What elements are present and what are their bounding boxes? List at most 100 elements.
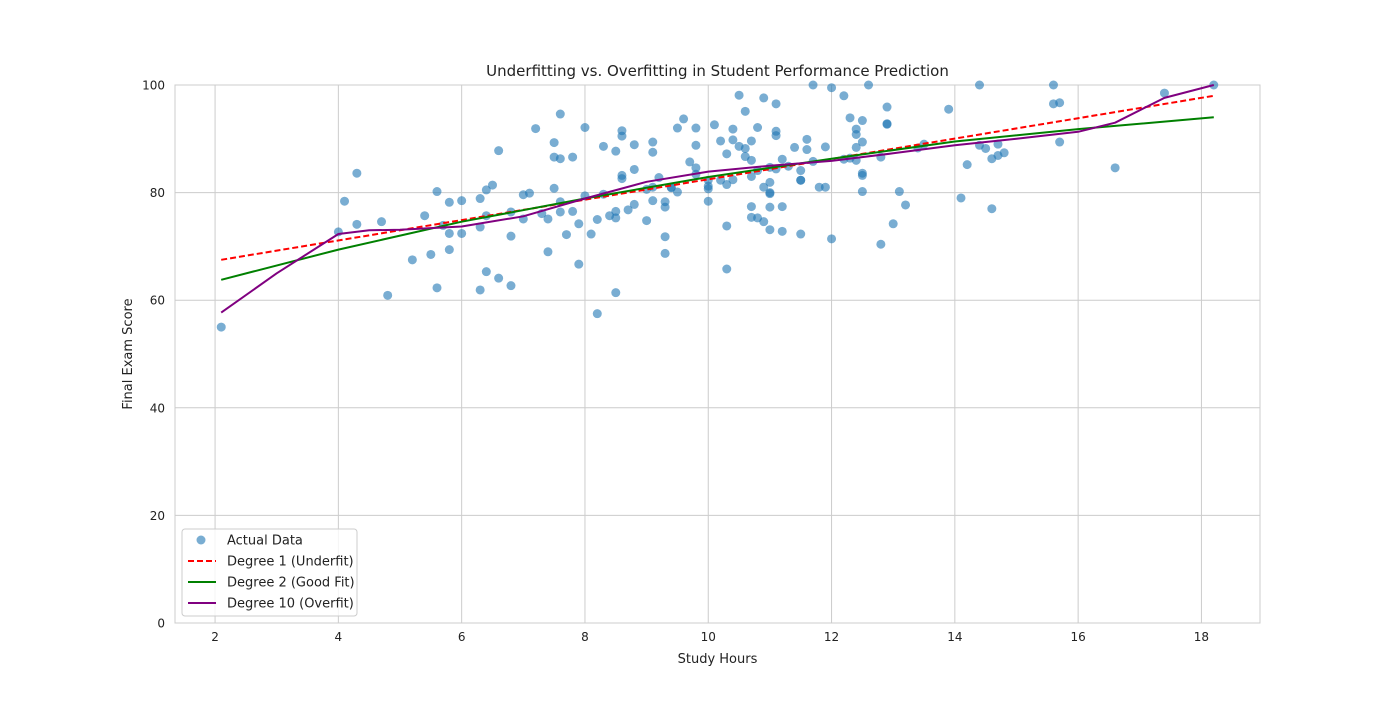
scatter-point [894,187,904,197]
y-tick-label: 80 [150,186,165,200]
scatter-point [839,91,849,101]
scatter-point [611,288,621,298]
scatter-point [648,196,658,206]
scatter-point [592,309,602,319]
scatter-point [962,160,972,170]
scatter-point [660,232,670,242]
scatter-point [975,80,985,90]
x-tick-label: 18 [1194,630,1209,644]
scatter-point [629,164,639,174]
scatter-point [765,225,775,235]
x-axis-ticks: 2 4 6 8 10 12 14 16 18 [211,630,1209,644]
scatter-point [629,199,639,209]
legend: Actual Data Degree 1 (Underfit) Degree 2… [181,528,358,617]
scatter-point [506,231,516,241]
scatter-point [407,255,417,265]
scatter-point [956,193,966,203]
scatter-point [420,211,430,221]
scatter-point [857,187,867,197]
scatter-point [623,205,633,215]
scatter-point [352,168,362,178]
scatter-point [882,102,892,112]
scatter-point [777,154,787,164]
scatter-point [746,155,756,165]
scatter-point [857,116,867,126]
legend-label-degree-2: Degree 2 (Good Fit) [227,576,355,591]
scatter-point [703,196,713,206]
scatter-point [555,109,565,119]
scatter-point [759,93,769,103]
scatter-point [851,129,861,139]
scatter-point [709,120,719,130]
scatter-point [691,123,701,133]
legend-box [181,528,358,617]
scatter-point [691,163,701,173]
scatter-point [808,80,818,90]
scatter-point [568,206,578,216]
scatter-point [481,185,491,195]
scatter-point [771,99,781,109]
x-tick-label: 12 [824,630,839,644]
scatter-point [1110,163,1120,173]
scatter-point [722,264,732,274]
scatter-point [685,157,695,167]
scatter-point [765,177,775,187]
scatter-point [734,90,744,100]
x-tick-label: 8 [581,630,589,644]
x-axis-label: Study Hours [678,652,758,667]
scatter-point [746,136,756,146]
scatter-point [352,219,362,229]
scatter-point [611,206,621,216]
scatter-point [759,217,769,227]
scatter-point [827,234,837,244]
scatter-point [1055,137,1065,147]
scatter-point [827,83,837,93]
scatter-point [691,140,701,150]
x-tick-label: 10 [701,630,716,644]
scatter-point [561,230,571,240]
scatter-point [999,148,1009,158]
scatter-point [487,180,497,190]
scatter-point [1055,98,1065,108]
scatter-point [586,229,596,239]
scatter-point [765,189,775,199]
scatter-points [216,80,1219,332]
scatter-point [796,229,806,239]
scatter-point [340,196,350,206]
scatter-point [796,175,806,185]
scatter-point [642,216,652,226]
scatter-point [981,143,991,153]
scatter-point [481,267,491,277]
scatter-point [777,202,787,212]
scatter-point [648,147,658,157]
scatter-point [796,166,806,176]
scatter-point [475,194,485,204]
scatter-point [722,149,732,159]
scatter-point [506,281,516,291]
scatter-point [771,131,781,141]
scatter-point [549,183,559,193]
x-tick-label: 14 [947,630,962,644]
scatter-point [802,145,812,155]
scatter-point [722,180,732,190]
scatter-point [475,285,485,295]
scatter-point [432,187,442,197]
scatter-point [777,226,787,236]
scatter-point [611,213,621,223]
degree-10-overfit-line [220,84,1215,314]
y-tick-label: 60 [150,294,165,308]
degree-2-good-fit-line [220,116,1214,281]
scatter-point [944,104,954,114]
x-tick-label: 2 [211,630,219,644]
scatter-point [728,135,738,145]
chart-title: Underfitting vs. Overfitting in Student … [486,62,949,80]
scatter-point [617,174,627,184]
scatter-point [728,175,738,185]
scatter-point [598,141,608,151]
plot-frame [174,84,1261,624]
scatter-point [494,146,504,156]
scatter-point [851,142,861,152]
scatter-point [457,196,467,206]
